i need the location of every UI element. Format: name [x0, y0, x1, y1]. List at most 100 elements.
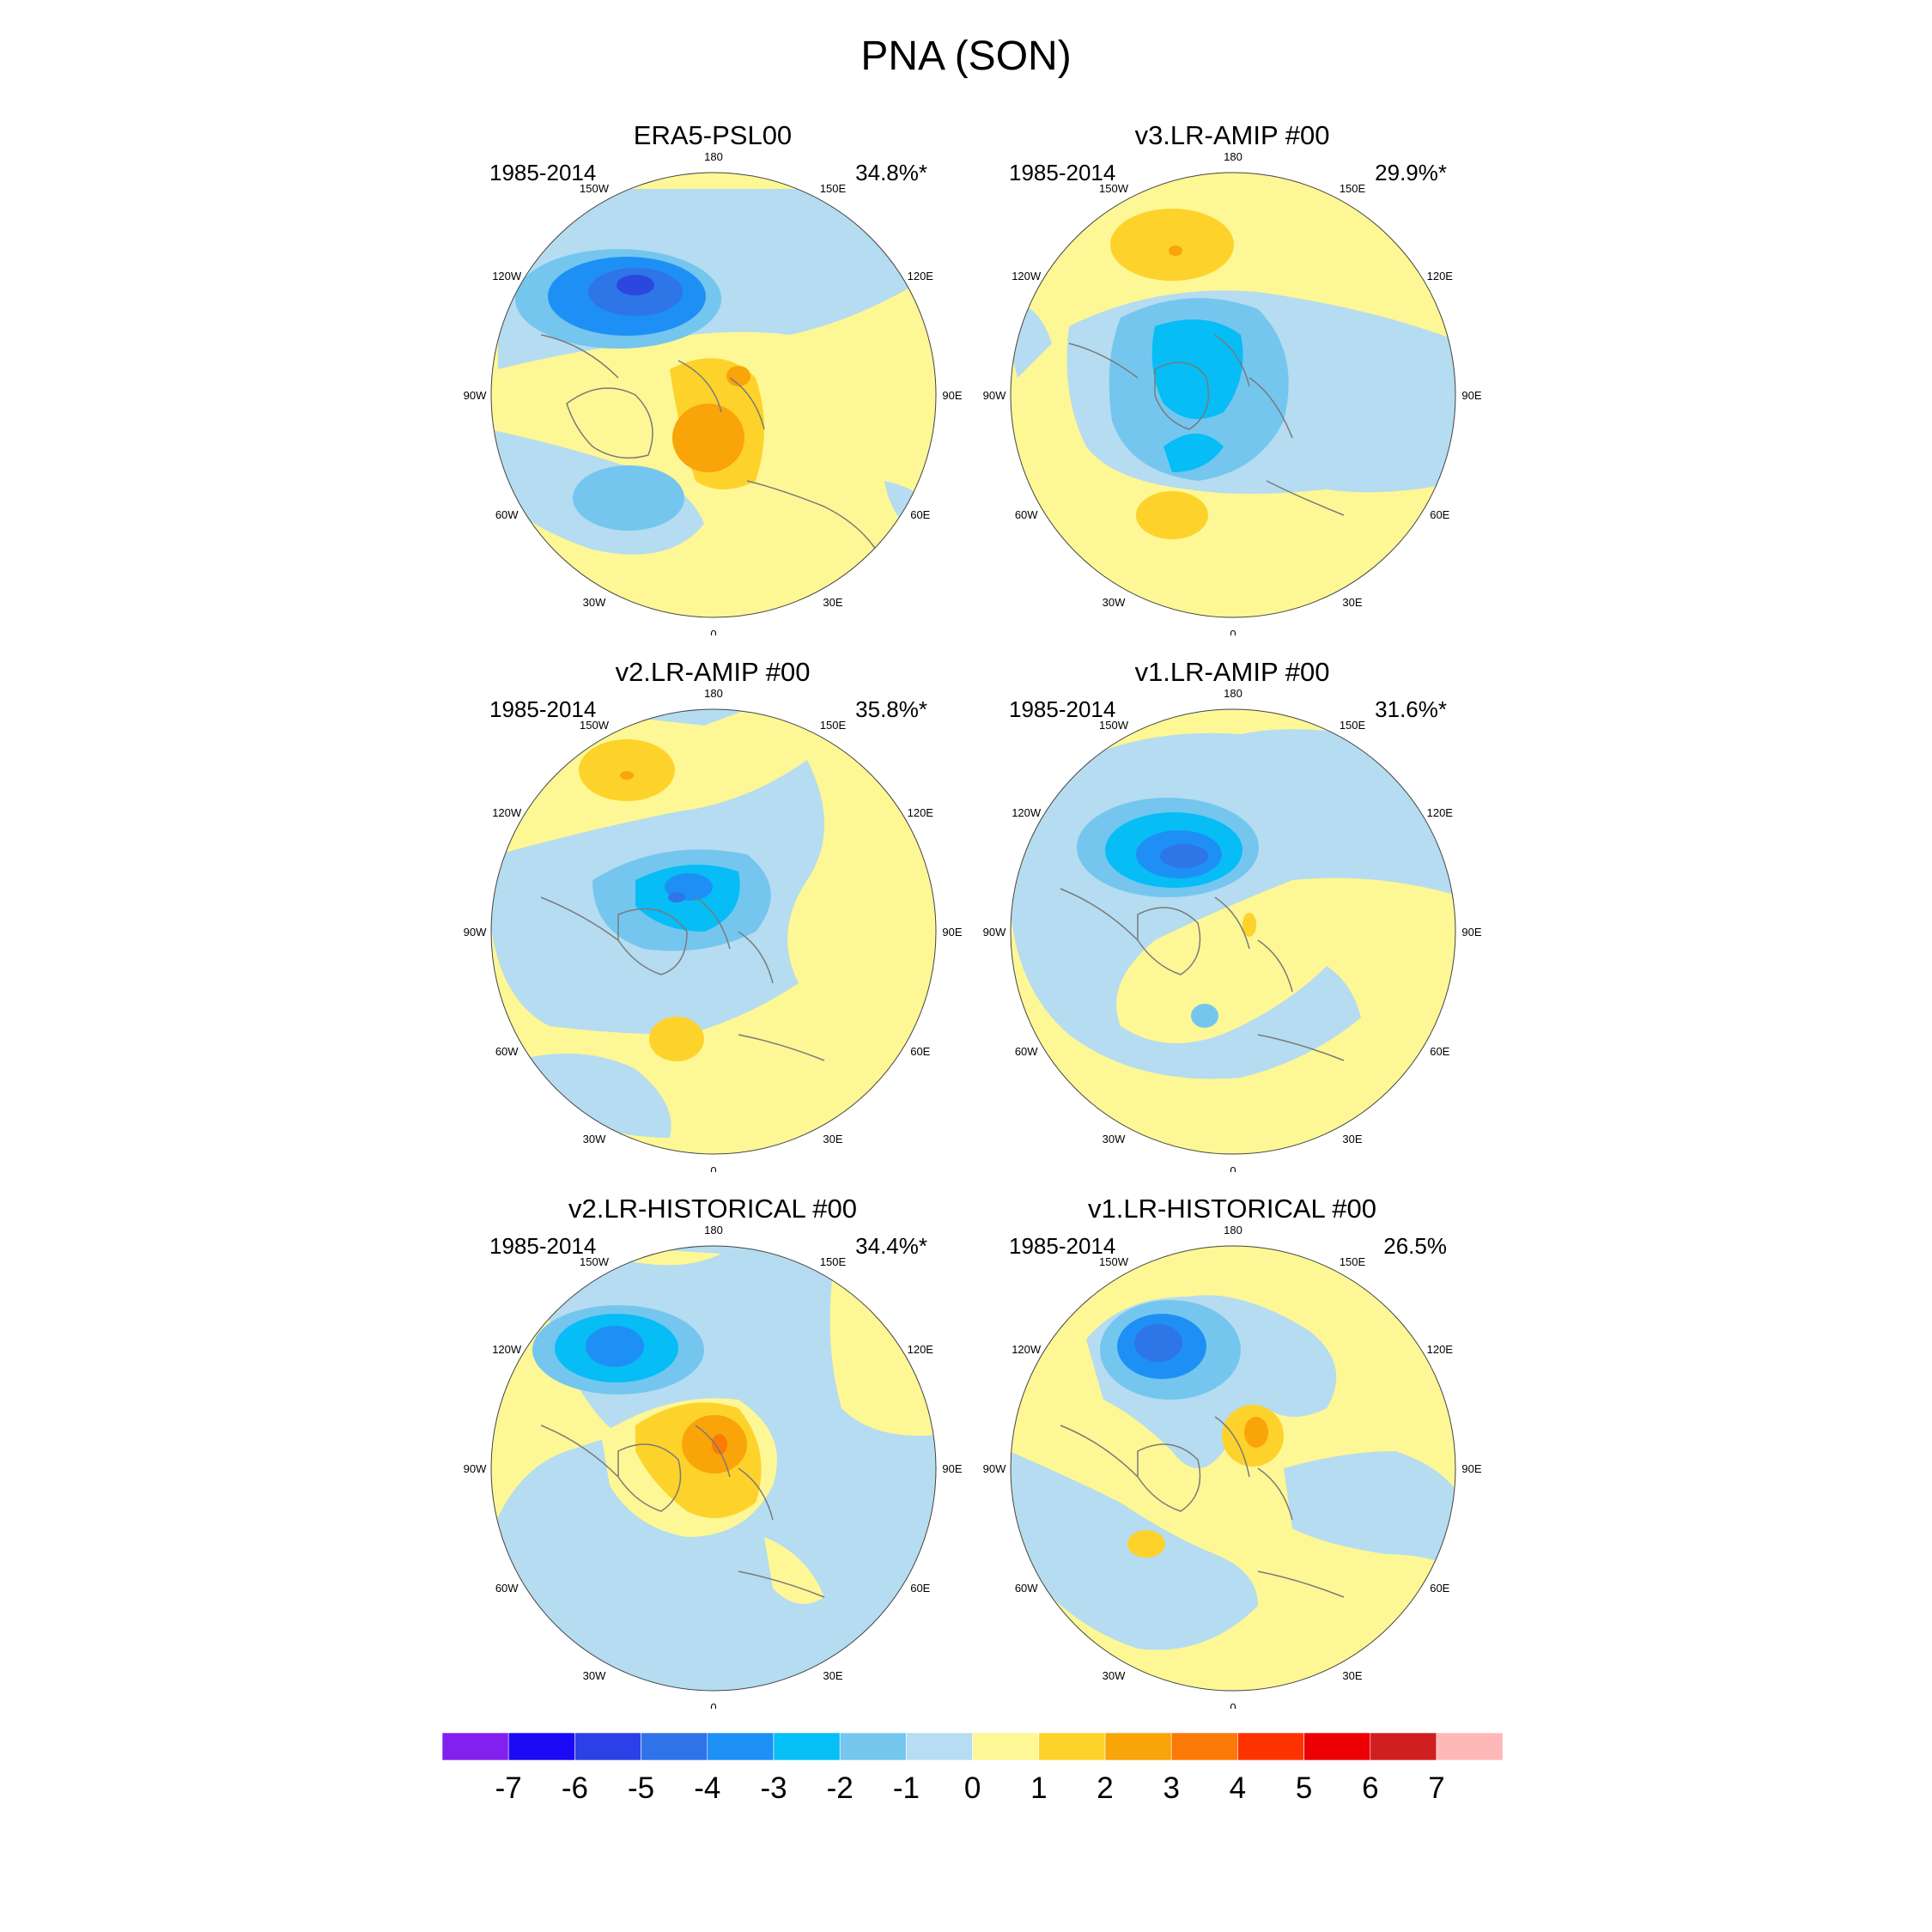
longitude-label: 60E: [910, 508, 930, 521]
longitude-label: 60W: [495, 1582, 519, 1595]
colorbar-box: [972, 1732, 1040, 1761]
longitude-label: 90W: [464, 389, 487, 402]
colorbar-box: [1303, 1732, 1371, 1761]
longitude-label: 150E: [1340, 1255, 1366, 1268]
map-panel-v1-amip: v1.LR-AMIP #00 1985-2014 31.6%* 180 150E 1…: [983, 657, 1481, 1172]
longitude-label: 150W: [580, 719, 610, 732]
longitude-label: 120E: [908, 806, 934, 819]
map-border: [1010, 708, 1456, 1155]
positive-contour: [1136, 491, 1208, 539]
longitude-label: 90E: [942, 1462, 962, 1475]
longitude-label: 180: [1224, 150, 1242, 163]
panel-variance: 31.6%*: [1375, 696, 1447, 722]
longitude-label: 120W: [492, 806, 522, 819]
figure-title: PNA (SON): [860, 33, 1072, 79]
panel-period: 1985-2014: [1009, 1233, 1116, 1259]
colorbar-label: -4: [694, 1771, 720, 1805]
colorbar-box: [1104, 1732, 1172, 1761]
longitude-label: 150W: [580, 182, 610, 195]
colorbar-box: [773, 1732, 841, 1761]
colorbar-box: [839, 1732, 907, 1761]
longitude-label: 60W: [1015, 1582, 1038, 1595]
colorbar-box: [641, 1732, 708, 1761]
longitude-label: 150W: [1099, 182, 1129, 195]
longitude-label: 30W: [583, 1133, 606, 1145]
longitude-label: 90E: [1461, 1462, 1481, 1475]
positive-contour: [1242, 913, 1256, 937]
longitude-label: 60W: [495, 508, 519, 521]
longitude-label: 60E: [1430, 508, 1449, 521]
positive-contour: [1110, 209, 1234, 281]
positive-contour: [620, 771, 634, 780]
longitude-label: 180: [1224, 687, 1242, 700]
negative-region: [515, 1054, 671, 1138]
longitude-label: 120W: [492, 1343, 522, 1356]
longitude-label: 30E: [1342, 1669, 1362, 1682]
longitude-label: 0: [1230, 628, 1236, 635]
map-border: [490, 1245, 937, 1692]
panel-title: v1.LR-AMIP #00: [1134, 657, 1330, 687]
negative-contour: [1134, 1324, 1182, 1362]
map-panel-v3-amip: v3.LR-AMIP #00 1985-2014 29.9%* 180 150E 1…: [983, 120, 1481, 635]
longitude-label: 30W: [583, 596, 606, 609]
coastline: [1060, 1416, 1345, 1598]
longitude-label: 0: [710, 628, 716, 635]
longitude-label: 60W: [1015, 1045, 1038, 1058]
longitude-label: 150E: [1340, 182, 1366, 195]
negative-region: [1284, 1451, 1455, 1571]
longitude-label: 120E: [1427, 270, 1454, 283]
map-panel-v2-amip: v2.LR-AMIP #00 1985-2014 35.8%* 180 150E 1…: [464, 657, 962, 1172]
map-panel-v1-historical: v1.LR-HISTORICAL #00 1985-2014 26.5% 180…: [983, 1194, 1481, 1709]
longitude-label: 60W: [495, 1045, 519, 1058]
negative-contour: [617, 275, 654, 295]
coastline: [1060, 888, 1345, 1061]
colorbar-label: 4: [1230, 1771, 1246, 1805]
polar-map: 180 150E 120E 90E 60E 30E 0 30W 60W 90W 120W 150W: [983, 1224, 1481, 1709]
negative-contour: [1160, 844, 1208, 868]
panel-period: 1985-2014: [489, 696, 597, 722]
panel-variance: 35.8%*: [855, 696, 927, 722]
positive-contour: [1169, 246, 1182, 256]
colorbar-box: [906, 1732, 973, 1761]
colorbar-box: [1237, 1732, 1304, 1761]
panel-variance: 34.4%*: [855, 1233, 927, 1259]
longitude-label: 60E: [910, 1582, 930, 1595]
colorbar-label: -1: [893, 1771, 920, 1805]
polar-map: 180 150E 120E 90E 60E 30E 0 30W 60W 90W 120W 150W: [464, 150, 962, 635]
panel-variance: 29.9%*: [1375, 160, 1447, 185]
panel-period: 1985-2014: [1009, 696, 1116, 722]
longitude-label: 90W: [464, 1462, 487, 1475]
longitude-label: 90E: [1461, 389, 1481, 402]
map-panel-v2-historical: v2.LR-HISTORICAL #00 1985-2014 34.4%* 18…: [464, 1194, 962, 1709]
panel-title: ERA5-PSL00: [633, 120, 793, 150]
polar-map: 180 150E 120E 90E 60E 30E 0 30W 60W 90W 120W 150W: [464, 1224, 962, 1709]
map-border: [1010, 172, 1456, 618]
positive-contour: [672, 404, 744, 472]
panel-variance: 26.5%: [1383, 1233, 1447, 1259]
longitude-label: 30E: [1342, 1133, 1362, 1145]
map-border: [490, 708, 937, 1155]
positive-contour: [726, 366, 750, 386]
panel-period: 1985-2014: [489, 1233, 597, 1259]
colorbar-label: -5: [628, 1771, 654, 1805]
longitude-label: 120W: [1012, 1343, 1042, 1356]
longitude-label: 90E: [942, 926, 962, 939]
negative-contour: [668, 892, 685, 902]
longitude-label: 90W: [983, 926, 1006, 939]
colorbar-label: 6: [1362, 1771, 1378, 1805]
negative-contour: [573, 465, 684, 531]
longitude-label: 120E: [1427, 1343, 1454, 1356]
longitude-label: 180: [704, 687, 723, 700]
positive-contour: [649, 1017, 704, 1061]
longitude-label: 120E: [908, 270, 934, 283]
colorbar-label: 7: [1428, 1771, 1444, 1805]
positive-contour: [1244, 1417, 1268, 1448]
polar-map: 180 150E 120E 90E 60E 30E 0 30W 60W 90W 120W 150W: [464, 687, 962, 1172]
positive-contour: [712, 1434, 727, 1455]
colorbar-box: [574, 1732, 641, 1761]
polar-map: 180 150E 120E 90E 60E 30E 0 30W 60W 90W 120W 150W: [983, 687, 1481, 1172]
longitude-label: 0: [710, 1701, 716, 1709]
longitude-label: 120W: [492, 270, 522, 283]
longitude-label: 0: [1230, 1701, 1236, 1709]
panel-title: v1.LR-HISTORICAL #00: [1088, 1194, 1376, 1224]
